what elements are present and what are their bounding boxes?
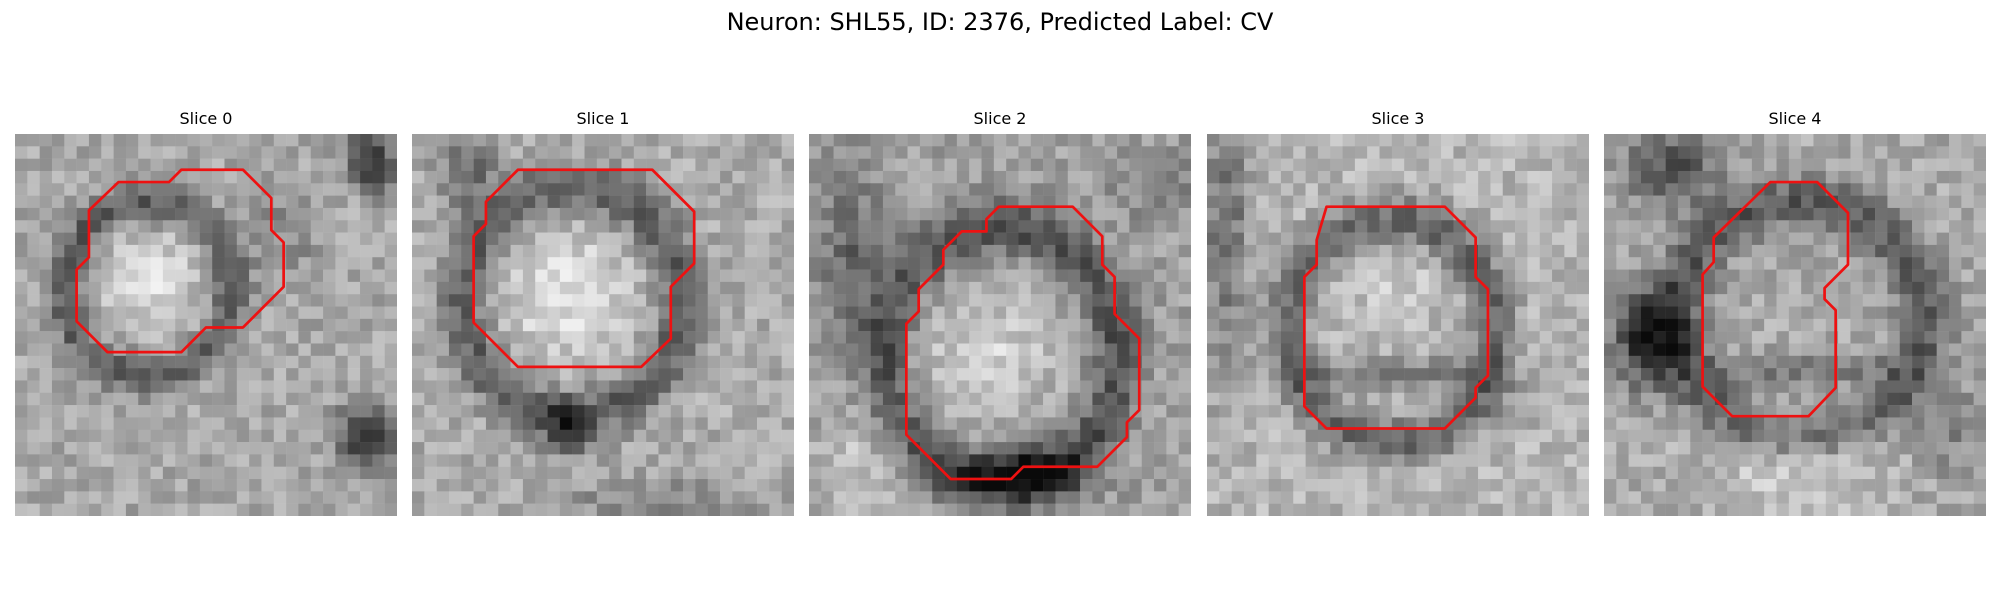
slice-image-1 (412, 134, 794, 516)
segmentation-contour-3 (1302, 205, 1490, 430)
slice-title-4: Slice 4 (1768, 109, 1822, 128)
slice-image-2 (809, 134, 1191, 516)
slice-title-0: Slice 0 (179, 109, 233, 128)
slice-title-3: Slice 3 (1371, 109, 1425, 128)
slice-image-0 (15, 134, 397, 516)
slice-image-4 (1604, 134, 1986, 516)
slice-title-2: Slice 2 (973, 109, 1027, 128)
segmentation-contour-4 (1701, 180, 1850, 418)
segmentation-contour-1 (472, 168, 696, 369)
figure-title: Neuron: SHL55, ID: 2376, Predicted Label… (726, 8, 1274, 36)
segmentation-contour-0 (75, 168, 285, 354)
segmentation-contour-2 (904, 205, 1141, 481)
slice-image-3 (1207, 134, 1589, 516)
slice-title-1: Slice 1 (576, 109, 630, 128)
